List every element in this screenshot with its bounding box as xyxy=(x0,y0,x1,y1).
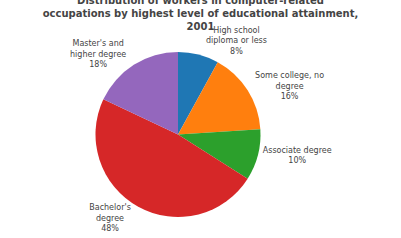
svg-text:Bachelor'sdegree48%: Bachelor'sdegree48% xyxy=(89,203,131,233)
svg-text:Some college, nodegree16%: Some college, nodegree16% xyxy=(255,71,324,101)
svg-text:Distribution of workers in com: Distribution of workers in computer-rela… xyxy=(43,0,359,32)
svg-text:Master's andhigher degree18%: Master's andhigher degree18% xyxy=(70,39,126,69)
svg-text:High schooldiploma or less8%: High schooldiploma or less8% xyxy=(206,26,267,56)
svg-text:Associate degree10%: Associate degree10% xyxy=(263,146,332,165)
